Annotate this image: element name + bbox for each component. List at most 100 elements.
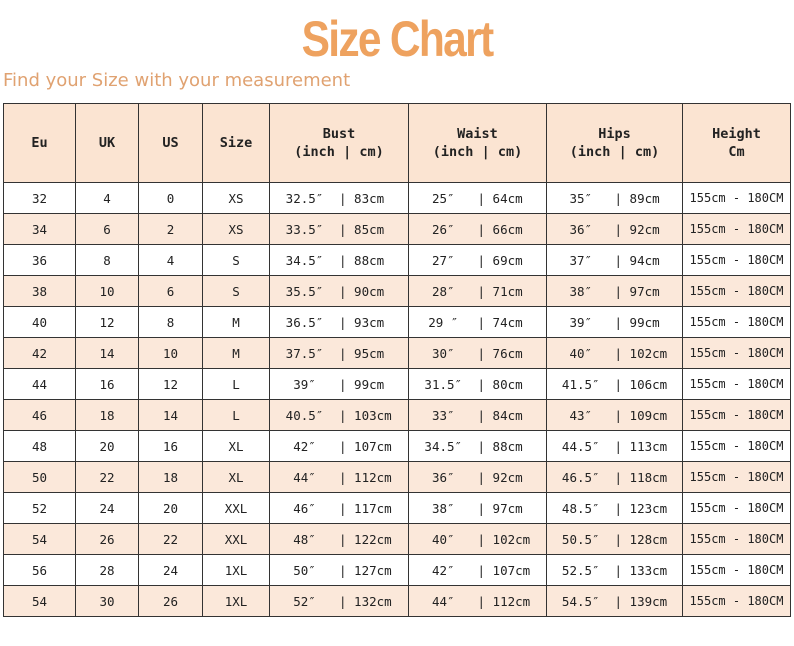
cell-waist: 25″ | 64cm bbox=[408, 182, 547, 214]
cell-bust-cm: | 88cm bbox=[339, 252, 385, 268]
header-bust-label: Bust bbox=[322, 126, 356, 142]
header-waist-label: Waist bbox=[457, 126, 498, 142]
table-row: 42 14 10 M 37.5″ | 95cm 30″ | 76cm 40″ | 102cm 155… bbox=[3, 337, 791, 369]
cell-us: 18 bbox=[138, 461, 203, 493]
cell-uk: 16 bbox=[75, 368, 139, 400]
cell-hips: 40″ | 102cm bbox=[546, 337, 683, 369]
cell-waist-cm: | 84cm bbox=[477, 407, 523, 423]
cell-uk: 26 bbox=[75, 523, 139, 555]
cell-bust-inch: 46″ bbox=[293, 500, 316, 516]
header-us: US bbox=[138, 103, 203, 183]
cell-waist: 30″ | 76cm bbox=[408, 337, 547, 369]
cell-size: XXL bbox=[202, 492, 270, 524]
cell-waist: 38″ | 97cm bbox=[408, 492, 547, 524]
cell-hips-inch: 37″ bbox=[569, 252, 593, 268]
subtitle: Find your Size with your measurement bbox=[3, 70, 351, 91]
table-row: 40 12 8 M 36.5″ | 93cm 29 ″ | 74cm 39″ | 99cm 155c… bbox=[3, 306, 791, 338]
cell-height: 155cm - 180CM bbox=[682, 461, 791, 493]
cell-bust-inch: 52″ bbox=[293, 593, 316, 609]
cell-bust-cm: | 132cm bbox=[339, 593, 392, 609]
header-hips-units: (inch | cm) bbox=[569, 144, 660, 160]
cell-hips-inch: 38″ bbox=[569, 283, 593, 299]
cell-bust-inch: 32.5″ bbox=[285, 190, 324, 206]
cell-waist-cm: | 92cm bbox=[477, 469, 523, 485]
cell-bust: 50″ | 127cm bbox=[269, 554, 409, 586]
cell-bust: 40.5″ | 103cm bbox=[269, 399, 409, 431]
cell-hips-inch: 39″ bbox=[569, 314, 593, 330]
cell-waist-inch: 34.5″ bbox=[424, 438, 463, 454]
cell-bust-cm: | 93cm bbox=[339, 314, 385, 330]
table-row: 46 18 14 L 40.5″ | 103cm 33″ | 84cm 43″ | 109cm 15… bbox=[3, 399, 791, 431]
cell-bust: 37.5″ | 95cm bbox=[269, 337, 409, 369]
cell-waist-cm: | 74cm bbox=[477, 314, 523, 330]
cell-uk: 10 bbox=[75, 275, 139, 307]
table-row: 52 24 20 XXL 46″ | 117cm 38″ | 97cm 48.5″ | 123cm… bbox=[3, 492, 791, 524]
cell-bust-inch: 48″ bbox=[293, 531, 316, 547]
cell-hips-inch: 44.5″ bbox=[561, 438, 600, 454]
cell-bust-inch: 37.5″ bbox=[285, 345, 324, 361]
cell-bust-cm: | 107cm bbox=[339, 438, 392, 454]
cell-uk: 12 bbox=[75, 306, 139, 338]
cell-height: 155cm - 180CM bbox=[682, 182, 791, 214]
table-row: 32 4 0 XS 32.5″ | 83cm 25″ | 64cm 35″ | 89cm 155cm… bbox=[3, 182, 791, 214]
cell-waist-inch: 44″ bbox=[431, 593, 455, 609]
cell-waist: 31.5″ | 80cm bbox=[408, 368, 547, 400]
cell-waist: 34.5″ | 88cm bbox=[408, 430, 547, 462]
cell-waist-cm: | 88cm bbox=[477, 438, 523, 454]
cell-hips-inch: 35″ bbox=[569, 190, 593, 206]
cell-bust-cm: | 90cm bbox=[339, 283, 385, 299]
cell-eu: 36 bbox=[3, 244, 76, 276]
cell-hips: 36″ | 92cm bbox=[546, 213, 683, 245]
cell-eu: 46 bbox=[3, 399, 76, 431]
cell-waist-inch: 27″ bbox=[431, 252, 455, 268]
cell-hips-cm: | 97cm bbox=[614, 283, 660, 299]
cell-eu: 34 bbox=[3, 213, 76, 245]
cell-bust: 33.5″ | 85cm bbox=[269, 213, 409, 245]
cell-bust: 34.5″ | 88cm bbox=[269, 244, 409, 276]
cell-hips-inch: 50.5″ bbox=[561, 531, 600, 547]
header-hips-label: Hips bbox=[598, 126, 631, 142]
cell-hips: 35″ | 89cm bbox=[546, 182, 683, 214]
cell-bust-inch: 50″ bbox=[293, 562, 316, 578]
cell-height: 155cm - 180CM bbox=[682, 306, 791, 338]
cell-waist: 27″ | 69cm bbox=[408, 244, 547, 276]
cell-us: 14 bbox=[138, 399, 203, 431]
cell-waist-cm: | 71cm bbox=[477, 283, 523, 299]
cell-us: 22 bbox=[138, 523, 203, 555]
cell-hips: 37″ | 94cm bbox=[546, 244, 683, 276]
header-uk: UK bbox=[75, 103, 139, 183]
cell-bust-cm: | 117cm bbox=[339, 500, 392, 516]
cell-bust-inch: 33.5″ bbox=[285, 221, 324, 237]
header-hips: Hips (inch | cm) bbox=[546, 103, 683, 183]
cell-bust: 44″ | 112cm bbox=[269, 461, 409, 493]
cell-bust-inch: 40.5″ bbox=[285, 407, 324, 423]
header-height-label: Height bbox=[712, 126, 761, 142]
cell-waist-inch: 30″ bbox=[431, 345, 455, 361]
cell-us: 6 bbox=[138, 275, 203, 307]
cell-waist-inch: 36″ bbox=[431, 469, 455, 485]
cell-waist-inch: 42″ bbox=[431, 562, 455, 578]
cell-waist-cm: | 80cm bbox=[477, 376, 523, 392]
cell-hips-cm: | 102cm bbox=[614, 345, 668, 361]
cell-height: 155cm - 180CM bbox=[682, 492, 791, 524]
table-row: 56 28 24 1XL 50″ | 127cm 42″ | 107cm 52.5″ | 133c… bbox=[3, 554, 791, 586]
cell-hips-cm: | 89cm bbox=[614, 190, 660, 206]
cell-us: 16 bbox=[138, 430, 203, 462]
cell-hips-inch: 54.5″ bbox=[561, 593, 600, 609]
cell-waist-cm: | 102cm bbox=[477, 531, 531, 547]
cell-eu: 48 bbox=[3, 430, 76, 462]
cell-waist-inch: 29 ″ bbox=[428, 314, 459, 330]
table-row: 48 20 16 XL 42″ | 107cm 34.5″ | 88cm 44.5″ | 113c… bbox=[3, 430, 791, 462]
cell-hips-cm: | 113cm bbox=[614, 438, 668, 454]
cell-hips-inch: 48.5″ bbox=[561, 500, 600, 516]
cell-hips-inch: 52.5″ bbox=[561, 562, 600, 578]
header-waist: Waist (inch | cm) bbox=[408, 103, 547, 183]
cell-size: S bbox=[202, 244, 270, 276]
cell-bust-cm: | 99cm bbox=[339, 376, 385, 392]
cell-eu: 52 bbox=[3, 492, 76, 524]
cell-waist: 29 ″ | 74cm bbox=[408, 306, 547, 338]
cell-height: 155cm - 180CM bbox=[682, 244, 791, 276]
cell-size: XS bbox=[202, 182, 270, 214]
cell-waist: 40″ | 102cm bbox=[408, 523, 547, 555]
cell-waist-inch: 33″ bbox=[431, 407, 455, 423]
